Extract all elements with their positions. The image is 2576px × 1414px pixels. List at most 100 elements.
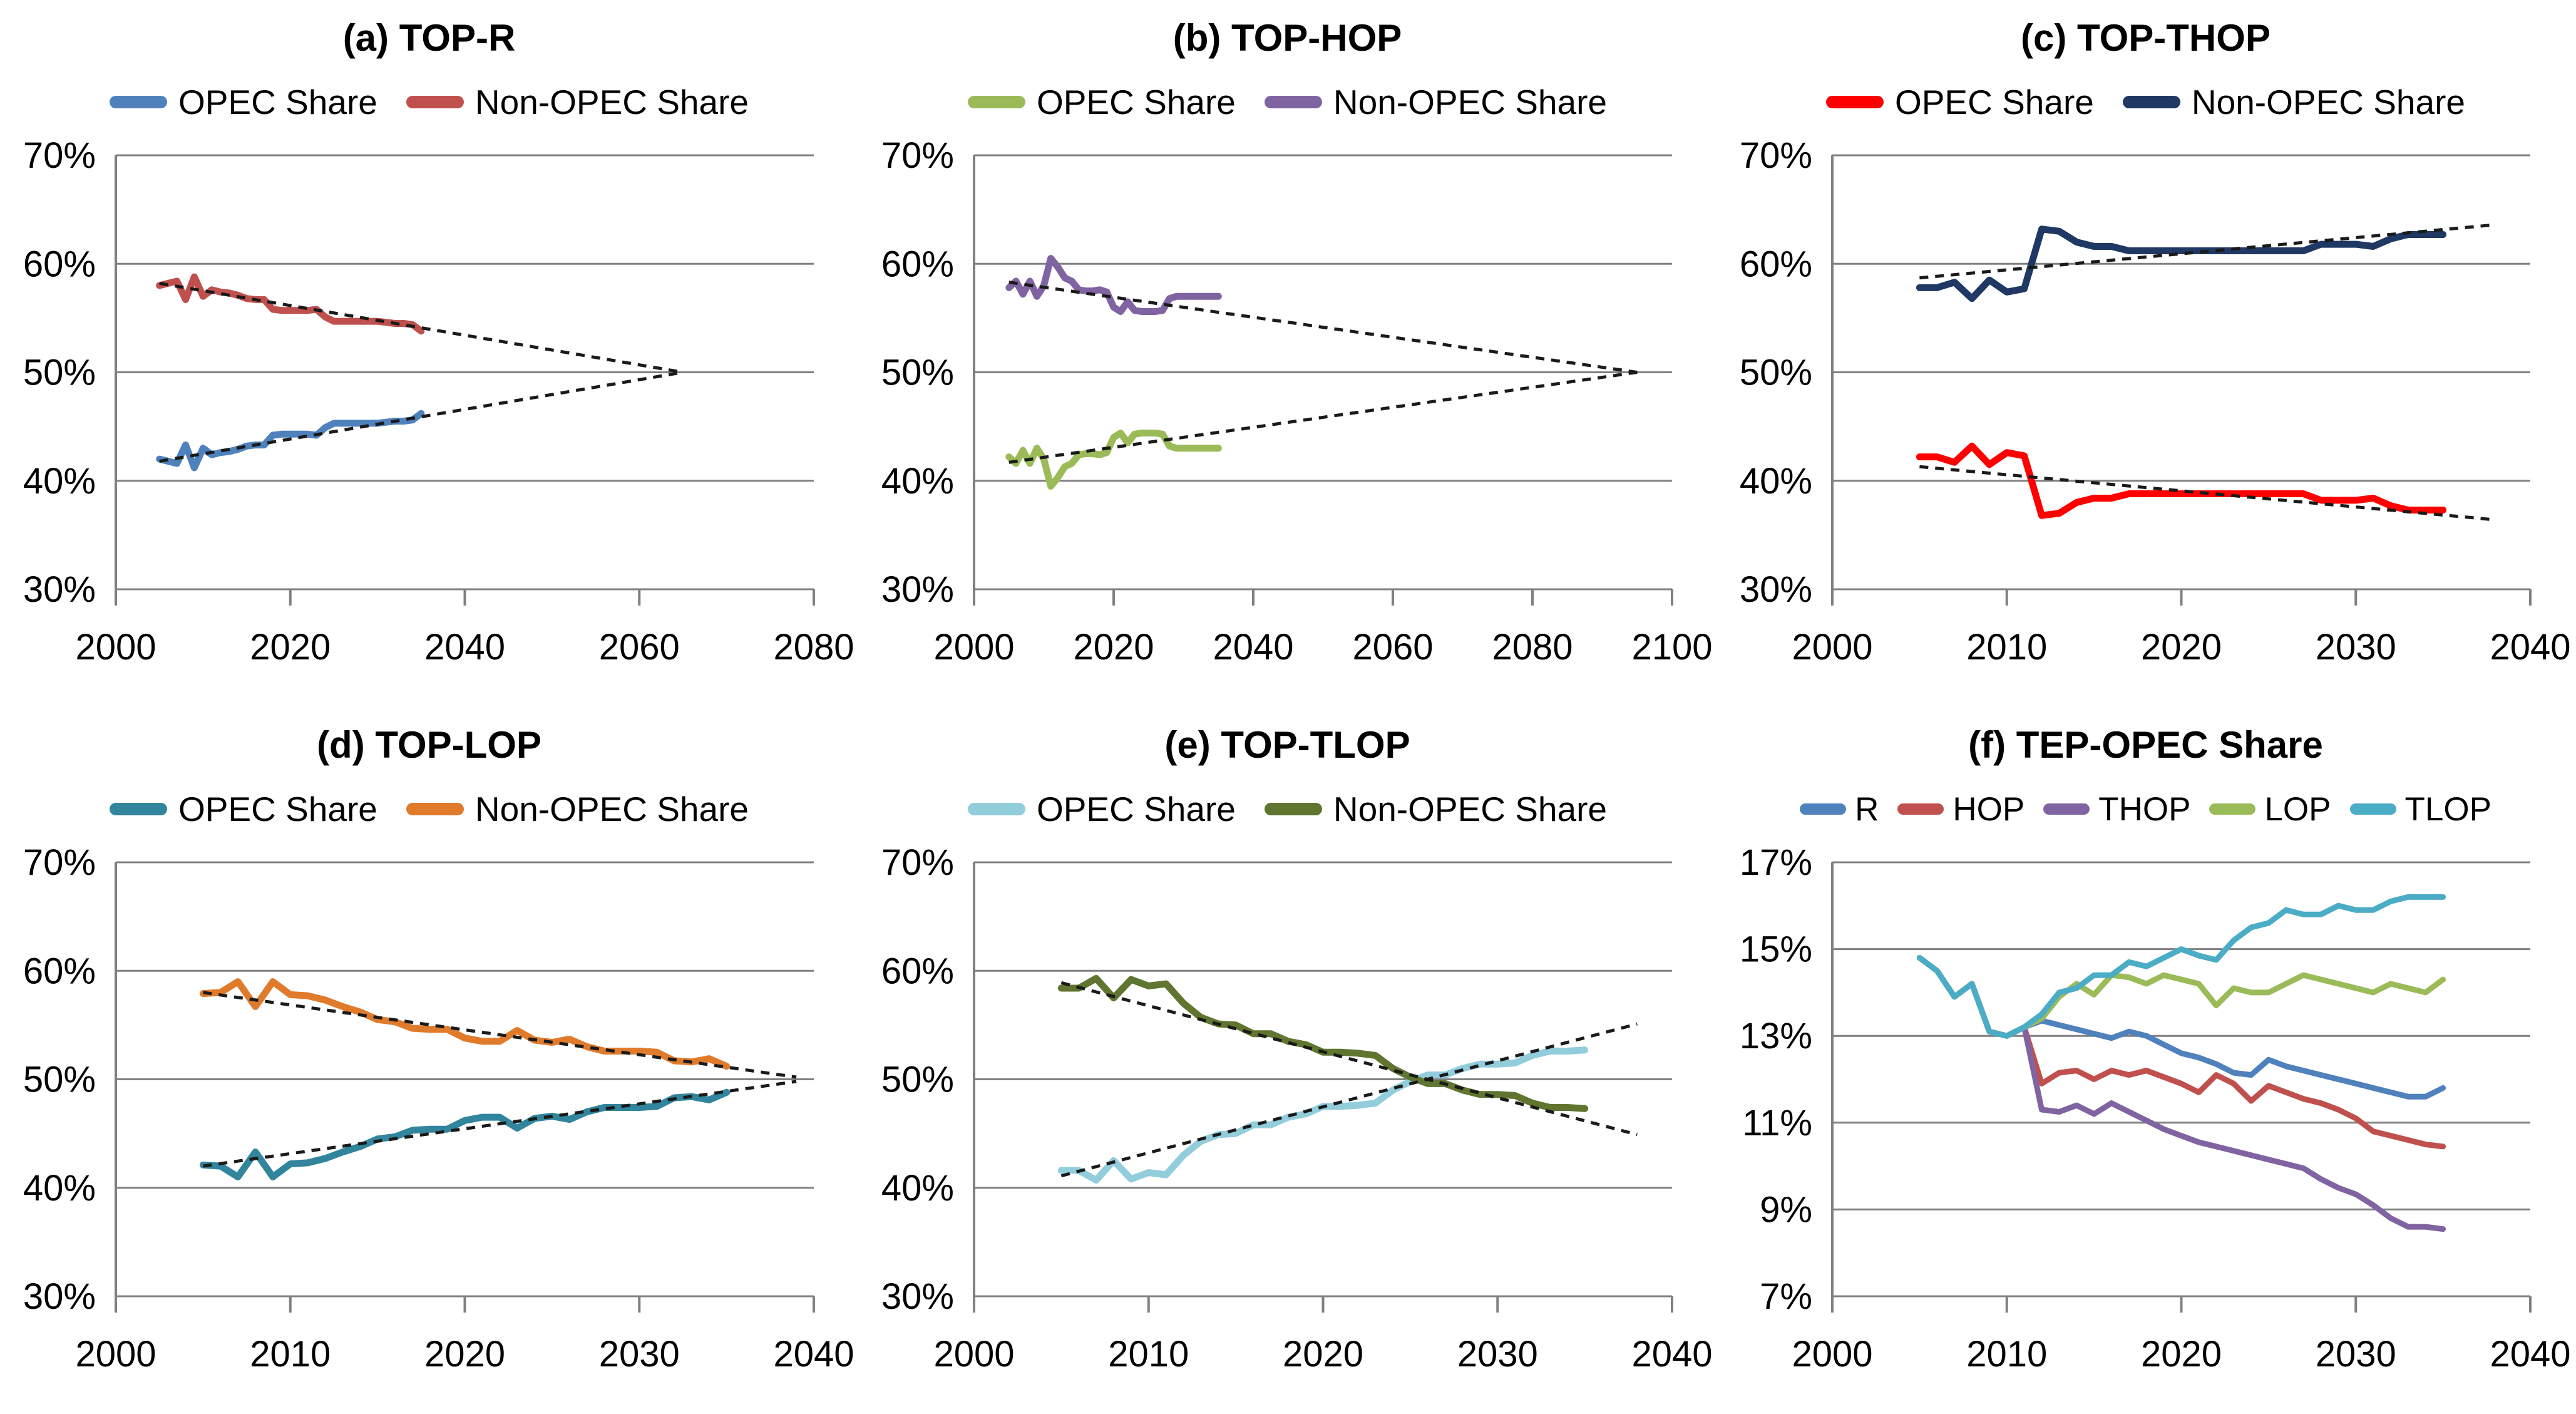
- y-tick-label: 60%: [1740, 244, 1812, 284]
- trend-line: [159, 371, 684, 463]
- series-line-non-opec-share: [1005, 255, 1222, 315]
- trend-line: [1008, 281, 1638, 374]
- chart-legend: OPEC Share Non-OPEC Share: [109, 789, 749, 829]
- y-tick-label: 70%: [23, 135, 96, 176]
- y-tick-label: 50%: [1740, 353, 1812, 393]
- y-tick-label: 50%: [881, 353, 954, 393]
- chart-panel-b: (b) TOP-HOP OPEC Share Non-OPEC Share 30%…: [858, 0, 1716, 707]
- x-tick-label: 2040: [424, 627, 505, 668]
- legend-swatch-icon: [406, 803, 464, 815]
- legend-label: OPEC Share: [1036, 83, 1236, 121]
- chart-plot: 30% 40% 50% 60% 70% 2000 2010 2020 2030 2040: [1740, 135, 2571, 668]
- legend-label: Non-OPEC Share: [475, 790, 749, 828]
- x-tick-label: 2060: [1352, 627, 1433, 668]
- trend-line: [1919, 223, 2496, 280]
- legend-item: THOP: [2043, 790, 2190, 828]
- legend-label: HOP: [1953, 790, 2025, 828]
- y-tick-label: 50%: [881, 1060, 954, 1100]
- legend-item: TLOP: [2349, 790, 2491, 828]
- chart-panel-d: (d) TOP-LOP OPEC Share Non-OPEC Share 30%…: [0, 707, 858, 1414]
- trend-line: [159, 281, 684, 374]
- legend-swatch-icon: [1800, 803, 1847, 815]
- legend-item: Non-OPEC Share: [1264, 789, 1607, 829]
- x-tick-label: 2040: [2490, 627, 2570, 668]
- legend-swatch-icon: [406, 96, 464, 108]
- y-tick-label: 40%: [23, 1168, 96, 1209]
- y-tick-label: 9%: [1760, 1189, 1812, 1230]
- x-tick-label: 2000: [75, 1334, 156, 1375]
- x-tick-label: 2080: [1492, 627, 1573, 668]
- chart-plot: 30% 40% 50% 60% 70% 2000 2010 2020 2030 2040: [23, 842, 854, 1375]
- chart-panel-c: (c) TOP-THOP OPEC Share Non-OPEC Share 30…: [1716, 0, 2575, 707]
- x-tick-label: 2010: [1966, 1334, 2047, 1375]
- x-tick-label: 2040: [1631, 1334, 1712, 1375]
- trend-line: [1008, 371, 1638, 464]
- y-tick-label: 40%: [881, 1168, 954, 1209]
- x-tick-label: 2010: [250, 1334, 331, 1375]
- x-tick-label: 2020: [1073, 627, 1154, 668]
- y-tick-label: 70%: [881, 135, 954, 176]
- x-tick-label: 2030: [599, 1334, 680, 1375]
- trend-line: [1060, 981, 1638, 1137]
- legend-item: OPEC Share: [109, 789, 377, 829]
- legend-swatch-icon: [2349, 803, 2396, 815]
- chart-title: (b) TOP-HOP: [1173, 17, 1402, 59]
- x-tick-label: 2020: [424, 1334, 505, 1375]
- x-tick-label: 2030: [1457, 1334, 1538, 1375]
- legend-item: OPEC Share: [967, 789, 1236, 829]
- y-tick-label: 40%: [23, 461, 96, 502]
- y-tick-label: 50%: [23, 1060, 96, 1100]
- chart-legend: OPEC Share Non-OPEC Share: [967, 789, 1607, 829]
- legend-swatch-icon: [1897, 803, 1944, 815]
- legend-item: Non-OPEC Share: [406, 82, 749, 122]
- y-tick-label: 70%: [23, 842, 96, 883]
- y-tick-label: 30%: [23, 1276, 96, 1317]
- chart-legend: OPEC Share Non-OPEC Share: [109, 82, 749, 122]
- chart-plot: 7% 9% 11% 13% 15% 17% 2000 2010 2020 2030 2040: [1740, 842, 2571, 1375]
- legend-label: THOP: [2098, 790, 2191, 828]
- x-tick-label: 2010: [1108, 1334, 1189, 1375]
- legend-swatch-icon: [1264, 803, 1322, 815]
- y-tick-label: 50%: [23, 353, 96, 393]
- legend-label: OPEC Share: [1036, 790, 1236, 828]
- legend-item: HOP: [1897, 790, 2024, 828]
- series-line-opec-share: [199, 1088, 731, 1180]
- y-tick-label: 11%: [1742, 1103, 1812, 1143]
- chart-legend: OPEC Share Non-OPEC Share: [967, 82, 1607, 122]
- legend-label: R: [1855, 790, 1879, 828]
- y-tick-label: 70%: [881, 842, 954, 883]
- y-tick-label: 70%: [1740, 135, 1812, 176]
- series-line-thop: [1916, 955, 2446, 1232]
- legend-swatch-icon: [109, 96, 167, 108]
- legend-label: Non-OPEC Share: [475, 83, 749, 121]
- legend-swatch-icon: [2122, 96, 2180, 108]
- x-tick-label: 2020: [250, 627, 331, 668]
- y-tick-label: 40%: [881, 461, 954, 502]
- chart-legend: R HOP THOP LOP TLOP: [1800, 789, 2491, 829]
- legend-item: LOP: [2209, 790, 2331, 828]
- legend-label: TLOP: [2404, 790, 2491, 828]
- x-tick-label: 2100: [1631, 627, 1712, 668]
- chart-panel-a: (a) TOP-R OPEC Share Non-OPEC Share 30% 40…: [0, 0, 858, 707]
- series-line-opec-share: [156, 410, 425, 472]
- y-tick-label: 15%: [1740, 929, 1812, 970]
- x-tick-label: 2040: [2490, 1334, 2570, 1375]
- series-line-non-opec-share: [1916, 225, 2447, 302]
- trend-line: [1060, 1022, 1638, 1178]
- legend-swatch-icon: [1825, 96, 1884, 108]
- legend-label: OPEC Share: [1894, 83, 2094, 121]
- series-line-opec-share: [1057, 1046, 1589, 1184]
- y-tick-label: 40%: [1740, 461, 1812, 502]
- chart-plot: 30% 40% 50% 60% 70% 2000 2020 2040 2060 2080 2100: [881, 135, 1713, 668]
- x-tick-label: 2000: [933, 1334, 1014, 1375]
- legend-item: Non-OPEC Share: [406, 789, 749, 829]
- x-tick-label: 2020: [2141, 1334, 2222, 1375]
- x-tick-label: 2000: [1792, 627, 1872, 668]
- legend-label: Non-OPEC Share: [2191, 83, 2466, 121]
- y-tick-label: 30%: [881, 569, 954, 610]
- legend-label: LOP: [2264, 790, 2331, 828]
- x-tick-label: 2030: [2316, 627, 2396, 668]
- x-tick-label: 2040: [773, 1334, 854, 1375]
- y-tick-label: 7%: [1760, 1276, 1812, 1317]
